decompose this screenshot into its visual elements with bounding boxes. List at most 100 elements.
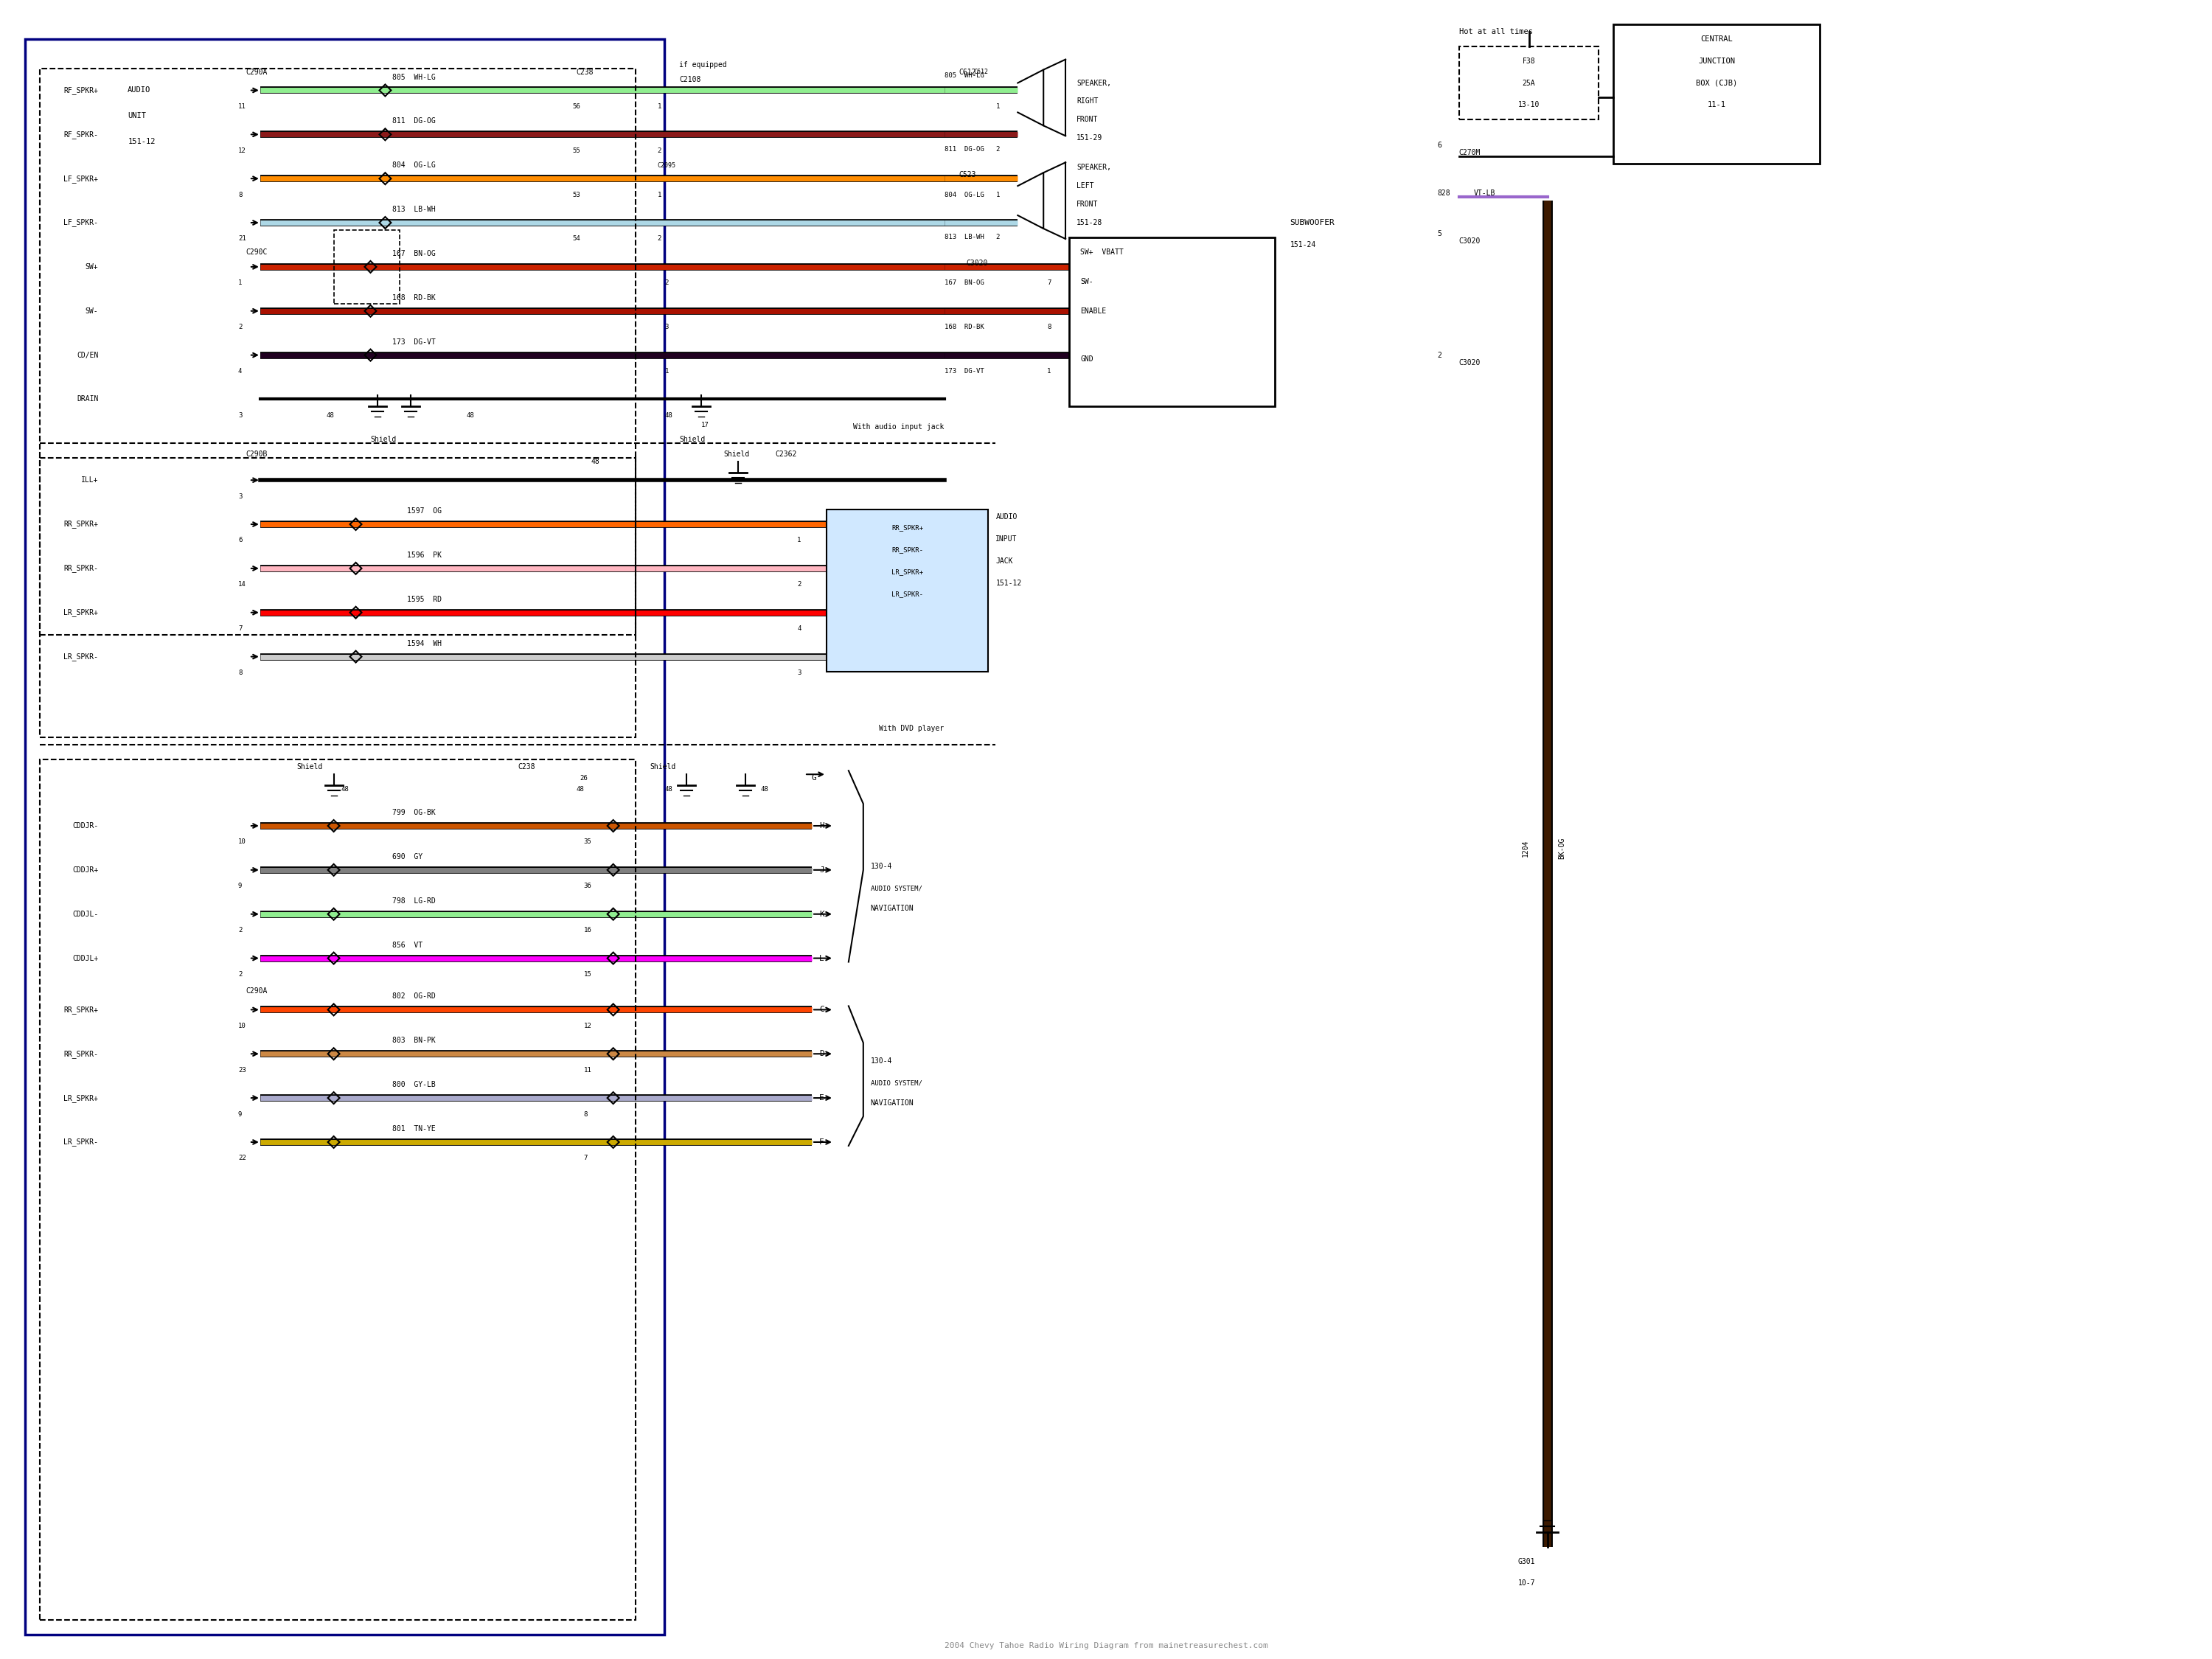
Text: RF_SPKR+: RF_SPKR+ xyxy=(64,86,97,95)
Text: C612: C612 xyxy=(973,68,989,75)
Text: SW+  VBATT: SW+ VBATT xyxy=(1079,249,1124,255)
Text: 811  DG-OG: 811 DG-OG xyxy=(945,146,984,153)
Text: RR_SPKR-: RR_SPKR- xyxy=(64,1050,97,1058)
Text: Shield: Shield xyxy=(723,451,750,458)
Bar xyxy=(40,68,635,635)
Text: RIGHT: RIGHT xyxy=(1077,98,1097,105)
Text: 35: 35 xyxy=(584,839,593,846)
Text: Shield: Shield xyxy=(296,763,323,771)
Bar xyxy=(40,458,635,738)
Text: 6: 6 xyxy=(1438,141,1442,149)
Text: C2108: C2108 xyxy=(679,76,701,83)
Text: RR_SPKR-: RR_SPKR- xyxy=(64,564,97,572)
Text: 1: 1 xyxy=(1046,368,1051,375)
Text: 54: 54 xyxy=(573,236,582,242)
Text: 804  OG-LG: 804 OG-LG xyxy=(945,191,984,197)
Bar xyxy=(1460,46,1599,119)
Text: 805  WH-LG: 805 WH-LG xyxy=(392,73,436,81)
Text: 8: 8 xyxy=(1046,324,1051,330)
Text: 1: 1 xyxy=(995,191,1000,197)
Text: AUDIO SYSTEM/: AUDIO SYSTEM/ xyxy=(872,884,922,891)
Text: C523: C523 xyxy=(958,171,975,179)
Text: 48: 48 xyxy=(467,411,473,418)
Text: 1: 1 xyxy=(239,280,241,287)
Bar xyxy=(827,509,989,672)
Text: 130-4: 130-4 xyxy=(872,863,891,869)
Text: 690  GY: 690 GY xyxy=(392,853,422,861)
Text: JACK: JACK xyxy=(995,557,1013,564)
Text: LR_SPKR+: LR_SPKR+ xyxy=(64,1093,97,1102)
Text: 26: 26 xyxy=(580,775,588,781)
Text: SW+: SW+ xyxy=(86,264,97,270)
Text: 7: 7 xyxy=(1046,280,1051,287)
Text: C290A: C290A xyxy=(246,68,268,76)
Text: 48: 48 xyxy=(664,786,672,793)
Text: 2: 2 xyxy=(995,234,1000,241)
Text: 2: 2 xyxy=(657,148,661,154)
Text: FRONT: FRONT xyxy=(1077,201,1097,207)
Text: With audio input jack: With audio input jack xyxy=(854,423,945,431)
Text: 9: 9 xyxy=(239,1112,241,1118)
Text: 813  LB-WH: 813 LB-WH xyxy=(392,206,436,212)
Text: BK-OG: BK-OG xyxy=(1557,838,1566,859)
Text: 800  GY-LB: 800 GY-LB xyxy=(392,1082,436,1088)
Text: 11: 11 xyxy=(584,1067,593,1073)
Text: 48: 48 xyxy=(327,411,334,418)
Text: AUDIO: AUDIO xyxy=(128,86,150,95)
Text: 5: 5 xyxy=(1438,231,1442,237)
Text: if equipped: if equipped xyxy=(679,61,728,68)
Text: C3020: C3020 xyxy=(1460,358,1480,367)
Text: 1: 1 xyxy=(657,103,661,109)
Text: 6: 6 xyxy=(239,538,241,544)
Text: 173  DG-VT: 173 DG-VT xyxy=(392,338,436,345)
Text: C290B: C290B xyxy=(246,451,268,458)
Text: RR_SPKR+: RR_SPKR+ xyxy=(64,521,97,528)
Text: K: K xyxy=(818,911,825,917)
Text: 805  WH-LG: 805 WH-LG xyxy=(945,73,984,80)
Text: H: H xyxy=(818,823,825,830)
Bar xyxy=(1613,25,1820,164)
Text: J: J xyxy=(818,866,825,874)
Text: Hot at all times: Hot at all times xyxy=(1460,28,1533,35)
Text: D: D xyxy=(818,1050,825,1057)
Text: 168  RD-BK: 168 RD-BK xyxy=(945,324,984,330)
Text: C238: C238 xyxy=(518,763,535,771)
Text: 9: 9 xyxy=(239,883,241,889)
Text: 16: 16 xyxy=(584,927,593,934)
Text: 3: 3 xyxy=(796,670,801,677)
Text: 802  OG-RD: 802 OG-RD xyxy=(392,992,436,1000)
Text: F: F xyxy=(818,1138,825,1146)
Text: 8: 8 xyxy=(584,1112,588,1118)
Text: 813  LB-WH: 813 LB-WH xyxy=(945,234,984,241)
Text: 1: 1 xyxy=(796,538,801,544)
Text: RR_SPKR+: RR_SPKR+ xyxy=(891,524,922,531)
Text: 1595  RD: 1595 RD xyxy=(407,596,442,602)
Text: 856  VT: 856 VT xyxy=(392,941,422,949)
Text: 11: 11 xyxy=(239,103,246,109)
Text: SUBWOOFER: SUBWOOFER xyxy=(1290,219,1334,226)
Text: 167  BN-OG: 167 BN-OG xyxy=(945,280,984,287)
Text: LEFT: LEFT xyxy=(1077,182,1095,189)
Text: C3020: C3020 xyxy=(967,259,989,267)
Bar xyxy=(1068,237,1274,406)
Text: LR_SPKR+: LR_SPKR+ xyxy=(64,609,97,617)
Text: RR_SPKR-: RR_SPKR- xyxy=(891,547,922,554)
Text: LR_SPKR-: LR_SPKR- xyxy=(64,652,97,660)
Text: 22: 22 xyxy=(239,1155,246,1161)
Text: 798  LG-RD: 798 LG-RD xyxy=(392,898,436,904)
Text: 2: 2 xyxy=(239,324,241,330)
Text: With DVD player: With DVD player xyxy=(878,725,945,732)
Text: G301: G301 xyxy=(1517,1558,1535,1564)
Text: C: C xyxy=(818,1005,825,1014)
Text: 804  OG-LG: 804 OG-LG xyxy=(392,161,436,169)
Text: L: L xyxy=(818,954,825,962)
Text: 1: 1 xyxy=(995,103,1000,109)
Text: 23: 23 xyxy=(239,1067,246,1073)
Text: C2095: C2095 xyxy=(657,163,677,169)
Text: 151-12: 151-12 xyxy=(995,579,1022,587)
Text: 168  RD-BK: 168 RD-BK xyxy=(392,294,436,302)
Text: NAVIGATION: NAVIGATION xyxy=(872,904,914,912)
Text: 15: 15 xyxy=(584,971,593,977)
Text: 53: 53 xyxy=(573,191,582,197)
Text: Shield: Shield xyxy=(650,763,677,771)
